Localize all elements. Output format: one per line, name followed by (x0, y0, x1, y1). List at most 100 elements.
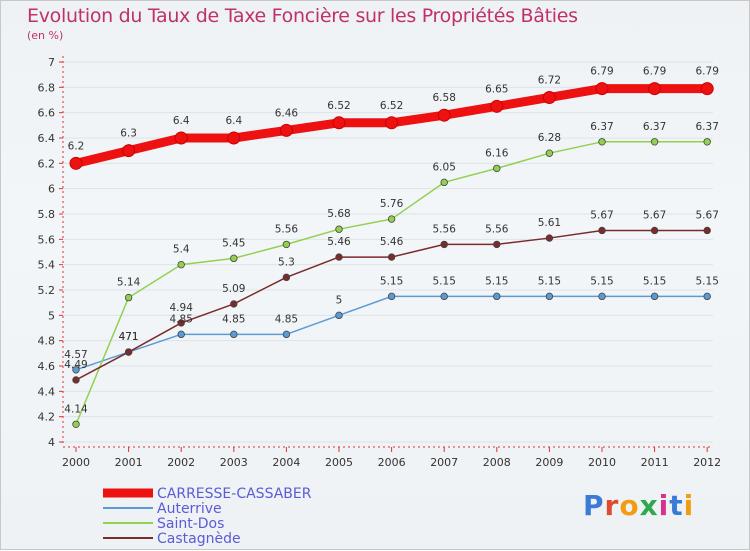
logo-letter: i (658, 489, 670, 522)
data-point (598, 292, 606, 301)
data-point (174, 131, 188, 145)
y-tick-label: 6.8 (38, 81, 56, 94)
data-label: 4.85 (275, 313, 298, 325)
data-label: 4.14 (64, 403, 88, 415)
data-label: 5.15 (538, 275, 561, 287)
data-label: 6.3 (120, 128, 137, 140)
data-point (440, 292, 448, 301)
logo-letter: r (604, 489, 620, 522)
data-point (703, 292, 711, 301)
data-label: 4.94 (170, 302, 194, 314)
data-label: 6.52 (380, 100, 403, 112)
data-point (335, 311, 343, 320)
y-tick-label: 5.8 (38, 208, 56, 221)
data-label: 6.46 (275, 107, 299, 119)
data-label: 4.57 (64, 349, 87, 361)
data-label: 6.79 (696, 66, 719, 78)
data-label: 6.58 (433, 92, 456, 104)
y-tick-label: 5.2 (38, 284, 56, 297)
data-point (279, 123, 293, 137)
y-tick-label: 7 (48, 56, 55, 69)
data-label: 5.45 (222, 237, 245, 249)
data-label: 6.37 (643, 121, 666, 133)
data-point (650, 226, 659, 235)
data-point (230, 300, 238, 308)
data-point (700, 82, 714, 96)
data-point (72, 420, 80, 428)
y-tick-label: 6.4 (38, 132, 56, 145)
data-label: 5 (336, 294, 343, 306)
data-point (545, 149, 554, 157)
data-point (493, 292, 501, 301)
logo-letter: x (639, 489, 659, 522)
logo-letter: o (619, 489, 640, 522)
data-label: 471 (119, 331, 139, 343)
data-point (230, 330, 238, 339)
x-tick-label: 2002 (167, 456, 195, 469)
data-point (282, 330, 291, 339)
data-point (72, 376, 80, 384)
data-label: 5.15 (433, 275, 456, 287)
y-tick-label: 4.8 (38, 335, 56, 348)
y-tick-label: 5.4 (38, 259, 56, 272)
data-label: 6.72 (538, 74, 561, 86)
data-label: 5.46 (380, 236, 404, 248)
data-point (648, 82, 662, 96)
y-tick-label: 6.2 (38, 157, 56, 170)
data-point (387, 215, 396, 223)
x-tick-label: 2008 (483, 456, 511, 469)
data-point (650, 138, 659, 146)
data-label: 6.37 (696, 121, 719, 133)
x-tick-label: 2011 (641, 456, 669, 469)
data-label: 5.56 (485, 223, 509, 235)
y-tick-label: 6.6 (38, 107, 56, 120)
data-label: 6.52 (327, 100, 350, 112)
x-tick-label: 2012 (693, 456, 721, 469)
data-label: 5.61 (538, 217, 561, 229)
x-tick-label: 2000 (62, 456, 90, 469)
data-label: 5.68 (327, 208, 350, 220)
data-label: 5.67 (696, 209, 719, 221)
data-label: 6.4 (225, 115, 242, 127)
data-label: 5.67 (643, 209, 666, 221)
data-label: 6.79 (643, 66, 666, 78)
data-label: 5.56 (275, 223, 299, 235)
data-label: 6.37 (590, 121, 613, 133)
x-tick-label: 2004 (272, 456, 300, 469)
legend-label: CARRESSE-CASSABER (157, 486, 312, 502)
data-point (650, 292, 659, 301)
data-point (595, 82, 609, 96)
data-label: 5.4 (173, 244, 190, 256)
data-point (335, 253, 343, 261)
data-point (227, 131, 241, 145)
data-point (124, 293, 133, 302)
legend-label: Auterrive (157, 501, 222, 517)
y-tick-label: 4 (48, 436, 55, 449)
data-label: 5.15 (590, 275, 613, 287)
data-label: 5.76 (380, 198, 404, 210)
data-label: 5.56 (433, 223, 457, 235)
logo-letter: P (583, 489, 605, 522)
data-label: 5.09 (222, 283, 245, 295)
data-point (124, 348, 133, 356)
data-label: 6.79 (590, 66, 613, 78)
y-tick-label: 4.4 (38, 385, 56, 398)
data-point (122, 144, 136, 158)
data-label: 6.4 (173, 115, 190, 127)
data-point (282, 240, 291, 249)
logo-letter: i (683, 489, 695, 522)
data-point (545, 234, 554, 242)
chart-title: Evolution du Taux de Taxe Foncière sur l… (27, 5, 578, 27)
data-label: 5.15 (696, 275, 719, 287)
data-point (545, 292, 554, 301)
x-tick-label: 2010 (588, 456, 616, 469)
data-label: 5.67 (590, 209, 613, 221)
data-label: 6.16 (485, 147, 509, 159)
data-point (385, 116, 399, 130)
data-point (440, 240, 448, 249)
data-point (69, 156, 83, 170)
data-label: 6.65 (485, 83, 508, 95)
data-label: 5.3 (278, 256, 295, 268)
